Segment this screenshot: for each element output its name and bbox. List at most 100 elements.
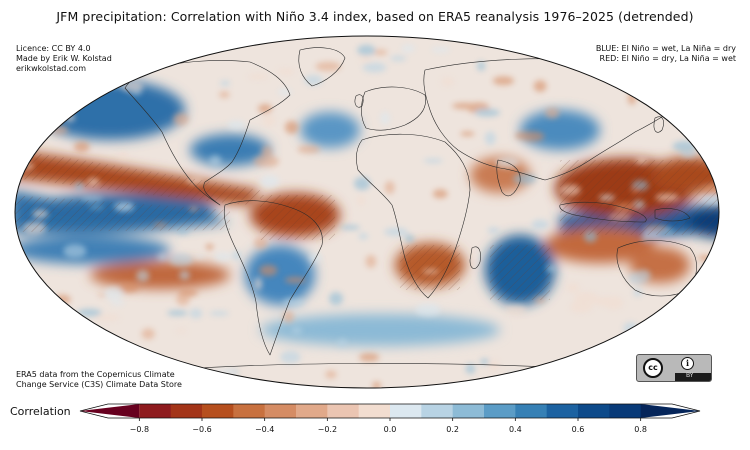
atlantic-blue	[300, 112, 360, 148]
colorbar-segment	[358, 404, 391, 418]
texture-speckle	[633, 288, 643, 297]
texture-speckle	[357, 44, 376, 56]
texture-speckle	[194, 254, 205, 259]
texture-speckle	[566, 282, 580, 293]
europe-outline	[361, 86, 426, 131]
britain-outline	[354, 94, 364, 108]
texture-speckle	[432, 189, 448, 199]
texture-speckle	[178, 288, 198, 297]
texture-speckle	[465, 363, 476, 374]
colorbar-segment	[264, 404, 297, 418]
red-meaning: RED: El Niño = dry, La Niña = wet	[599, 54, 736, 63]
texture-speckle	[117, 151, 128, 159]
africa-outline	[356, 133, 471, 299]
color-meaning-notes: BLUE: El Niño = wet, La Niña = dry RED: …	[596, 44, 736, 64]
texture-speckle	[359, 53, 373, 63]
colorbar-tick-label: 0.4	[509, 425, 522, 434]
badge-by-text: BY	[686, 372, 694, 379]
texture-speckle	[479, 358, 490, 365]
south-america-blue	[245, 245, 315, 305]
texture-speckle	[253, 277, 263, 291]
texture-speckle	[141, 328, 155, 340]
texture-speckle	[189, 308, 203, 319]
data-source: ERA5 data from the Copernicus Climate Ch…	[16, 370, 182, 390]
texture-speckle	[262, 114, 276, 127]
author-text: Made by Erik W. Kolstad	[16, 54, 112, 63]
texture-speckle	[284, 276, 307, 284]
texture-speckle	[173, 112, 189, 126]
colorbar-segments	[79, 403, 701, 419]
texture-speckle	[339, 224, 361, 230]
colorbar-tick-label: −0.4	[255, 425, 274, 434]
texture-speckle	[384, 181, 395, 195]
new-guinea-outline	[654, 208, 691, 222]
south-pacific-red	[90, 261, 230, 289]
globe-outline	[14, 35, 720, 389]
texture-speckle	[209, 155, 222, 167]
texture-speckle	[227, 120, 245, 130]
texture-speckle	[594, 296, 615, 307]
colorbar-segment	[80, 404, 140, 418]
colorbar-tick-label: −0.2	[318, 425, 337, 434]
texture-speckle	[104, 286, 124, 301]
texture-speckle	[359, 352, 380, 362]
colorbar-segment	[327, 404, 360, 418]
source-line-1: ERA5 data from the Copernicus Climate	[16, 370, 175, 379]
texture-speckle	[136, 269, 150, 282]
texture-speckle	[460, 131, 475, 137]
colorbar-segment	[640, 404, 700, 418]
texture-speckle	[431, 47, 451, 53]
texture-speckle	[533, 80, 547, 92]
texture-speckle	[404, 234, 415, 243]
texture-speckle	[232, 250, 242, 261]
texture-speckle	[168, 253, 193, 267]
website-text: erikwkolstad.com	[16, 64, 86, 73]
texture-speckle	[531, 219, 549, 230]
texture-speckle	[209, 311, 230, 316]
texture-speckle	[179, 270, 190, 280]
texture-speckle	[277, 68, 295, 75]
colorbar-tick-label: −0.6	[192, 425, 211, 434]
colorbar-segment	[139, 404, 172, 418]
colorbar-tick-label: 0.2	[446, 425, 459, 434]
colorbar-segment	[546, 404, 579, 418]
texture-speckle	[167, 310, 188, 317]
colorbar-segment	[578, 404, 610, 418]
colorbar-outline	[79, 403, 701, 419]
creative-commons-icon: cc	[643, 358, 663, 378]
blue-meaning: BLUE: El Niño = wet, La Niña = dry	[595, 44, 736, 53]
texture-speckle	[110, 301, 125, 306]
south-pacific-blue	[15, 236, 170, 264]
texture-speckle	[205, 243, 214, 250]
texture-speckle	[451, 102, 478, 110]
texture-speckle	[220, 80, 231, 87]
texture-speckle	[213, 252, 232, 262]
texture-speckle	[325, 370, 337, 379]
colorbar-segment	[296, 404, 328, 418]
texture-speckle	[77, 308, 102, 317]
texture-speckle	[356, 195, 366, 206]
map-title: JFM precipitation: Correlation with Niño…	[56, 9, 694, 24]
greenland-outline	[298, 47, 346, 87]
texture-speckle	[253, 155, 280, 168]
texture-speckle	[423, 158, 443, 164]
colorbar-ticks: −0.8 −0.6 −0.4 −0.2 0.0 0.2 0.4 0.6 0.8	[130, 418, 647, 434]
texture-speckle	[247, 73, 269, 80]
texture-speckle	[63, 244, 87, 258]
licence-text: Licence: CC BY 4.0	[16, 44, 91, 53]
texture-speckle	[545, 107, 560, 119]
texture-speckle	[441, 77, 454, 87]
texture-speckle	[353, 176, 371, 191]
colorbar-segment	[421, 404, 454, 418]
texture-speckle	[484, 131, 496, 146]
south-america-outline	[223, 200, 323, 356]
madagascar-outline	[469, 246, 481, 269]
attribution-person-icon: i	[681, 357, 694, 370]
india-outline	[496, 159, 521, 197]
texture-speckle	[487, 227, 500, 234]
south-indian-red	[545, 227, 655, 263]
badge-strip: BY	[675, 372, 711, 381]
texture-speckle	[474, 108, 501, 117]
texture-speckle	[380, 111, 390, 125]
texture-speckle	[219, 91, 230, 99]
